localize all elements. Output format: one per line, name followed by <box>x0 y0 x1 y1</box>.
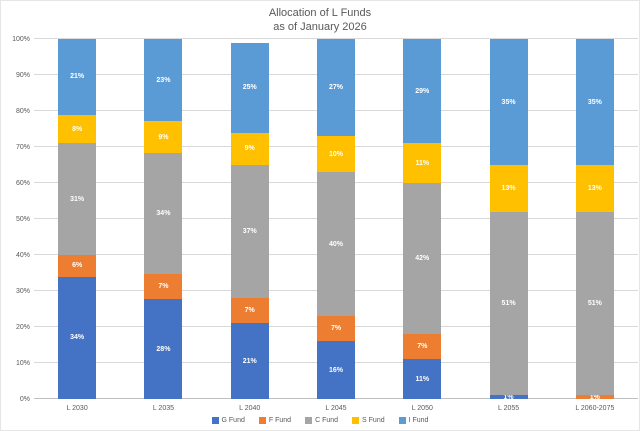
y-axis-tick-label: 30% <box>15 287 30 295</box>
bar-segment-f-fund <box>230 298 269 324</box>
bar-segment-s-fund <box>58 114 97 144</box>
bar-segment-f-fund <box>403 334 442 360</box>
bar-segment-s-fund <box>230 132 269 165</box>
chart-title-line2: as of January 2026 <box>273 21 367 33</box>
bar-segment-c-fund <box>58 143 97 255</box>
bar-segment-i-fund <box>575 39 614 165</box>
bar-segment-c-fund <box>575 211 614 396</box>
legend-item-f-fund: F Fund <box>258 417 292 424</box>
x-axis-category-label: L 2030 <box>66 405 88 412</box>
legend-item-c-fund: C Fund <box>305 417 338 424</box>
legend-label: G Fund <box>221 417 245 424</box>
legend-label: C Fund <box>315 417 339 424</box>
y-axis-tick-label: 100% <box>12 35 30 43</box>
x-axis-category-label: L 2035 <box>152 405 174 412</box>
bar-segment-i-fund <box>489 39 528 165</box>
bar-column: 1% 51% 13% 35% <box>489 39 528 401</box>
bar-segment-g-fund <box>317 341 355 399</box>
legend-swatch-icon <box>305 417 313 424</box>
bar-segment-i-fund <box>144 39 183 121</box>
y-axis-tick-label: 40% <box>15 251 30 259</box>
bar-segment-g-fund <box>144 299 183 399</box>
legend-swatch-icon <box>398 417 406 424</box>
plot-area: 34% 6% 31% 8% 21% 28% 7% 34% 9% 23% 21% 7% 37% 9% 25% 1… <box>34 38 638 401</box>
bar-segment-c-fund <box>144 153 183 275</box>
legend-swatch-icon <box>211 417 219 424</box>
y-axis-tick-label: 20% <box>15 323 30 331</box>
bar-segment-s-fund <box>489 165 528 212</box>
bar-column: 34% 6% 31% 8% 21% <box>58 39 97 399</box>
bar-segment-s-fund <box>575 165 614 212</box>
chart-title: Allocation of L Funds as of January 2026 <box>1 6 639 34</box>
legend: G Fund F Fund C Fund S Fund I Fund <box>1 417 639 424</box>
x-axis-category-label: L 2055 <box>497 405 520 412</box>
legend-swatch-icon <box>258 417 266 424</box>
x-axis-category-label: L 2060-2075 <box>575 405 615 412</box>
bar-segment-i-fund <box>403 39 442 144</box>
gridline <box>34 38 638 39</box>
bar-segment-c-fund <box>230 165 269 299</box>
bar-segment-g-fund <box>489 395 528 399</box>
bar-segment-g-fund <box>230 323 269 399</box>
y-axis-tick-label: 60% <box>15 179 30 187</box>
legend-label: F Fund <box>268 417 292 424</box>
bar-segment-c-fund <box>403 183 442 335</box>
bar-segment-f-fund <box>575 395 614 399</box>
chart-title-line1: Allocation of L Funds <box>268 7 372 19</box>
bar-segment-s-fund <box>403 143 442 183</box>
legend-item-g-fund: G Fund <box>211 417 245 424</box>
bar-segment-i-fund <box>58 39 97 115</box>
bar-segment-g-fund <box>403 359 442 399</box>
legend-item-i-fund: I Fund <box>398 417 429 424</box>
y-axis-tick-label: 70% <box>15 143 30 151</box>
bar-column: 28% 7% 34% 9% 23% <box>144 39 183 399</box>
legend-label: S Fund <box>362 417 385 424</box>
bar-segment-f-fund <box>317 316 355 342</box>
bar-segment-c-fund <box>489 211 528 396</box>
y-axis-tick-label: 80% <box>15 107 30 115</box>
x-axis-category-label: L 2040 <box>239 405 261 412</box>
bar-segment-c-fund <box>317 172 355 317</box>
bar-segment-f-fund <box>144 274 183 300</box>
legend-label: I Fund <box>408 417 429 424</box>
x-axis-category-label: L 2045 <box>325 405 347 412</box>
bar-column: 16% 7% 40% 10% 27% <box>317 39 355 399</box>
bar-segment-s-fund <box>317 136 355 173</box>
y-axis-tick-label: 0% <box>19 395 30 403</box>
bar-segment-g-fund <box>58 276 97 399</box>
y-axis-tick-label: 50% <box>15 215 30 223</box>
y-axis-tick-label: 10% <box>15 359 30 367</box>
bar-column: 1% 51% 13% 35% <box>575 39 614 401</box>
bar-segment-s-fund <box>144 120 183 154</box>
bar-segment-i-fund <box>317 39 355 137</box>
legend-item-s-fund: S Fund <box>352 417 385 424</box>
bar-column: 11% 7% 42% 11% 29% <box>403 39 442 399</box>
bar-segment-i-fund <box>230 42 269 133</box>
legend-swatch-icon <box>352 417 360 424</box>
y-axis-tick-label: 90% <box>15 71 30 79</box>
bar-column: 21% 7% 37% 9% 25% <box>230 39 269 399</box>
bar-segment-f-fund <box>58 255 97 277</box>
x-axis-category-label: L 2050 <box>411 405 433 412</box>
